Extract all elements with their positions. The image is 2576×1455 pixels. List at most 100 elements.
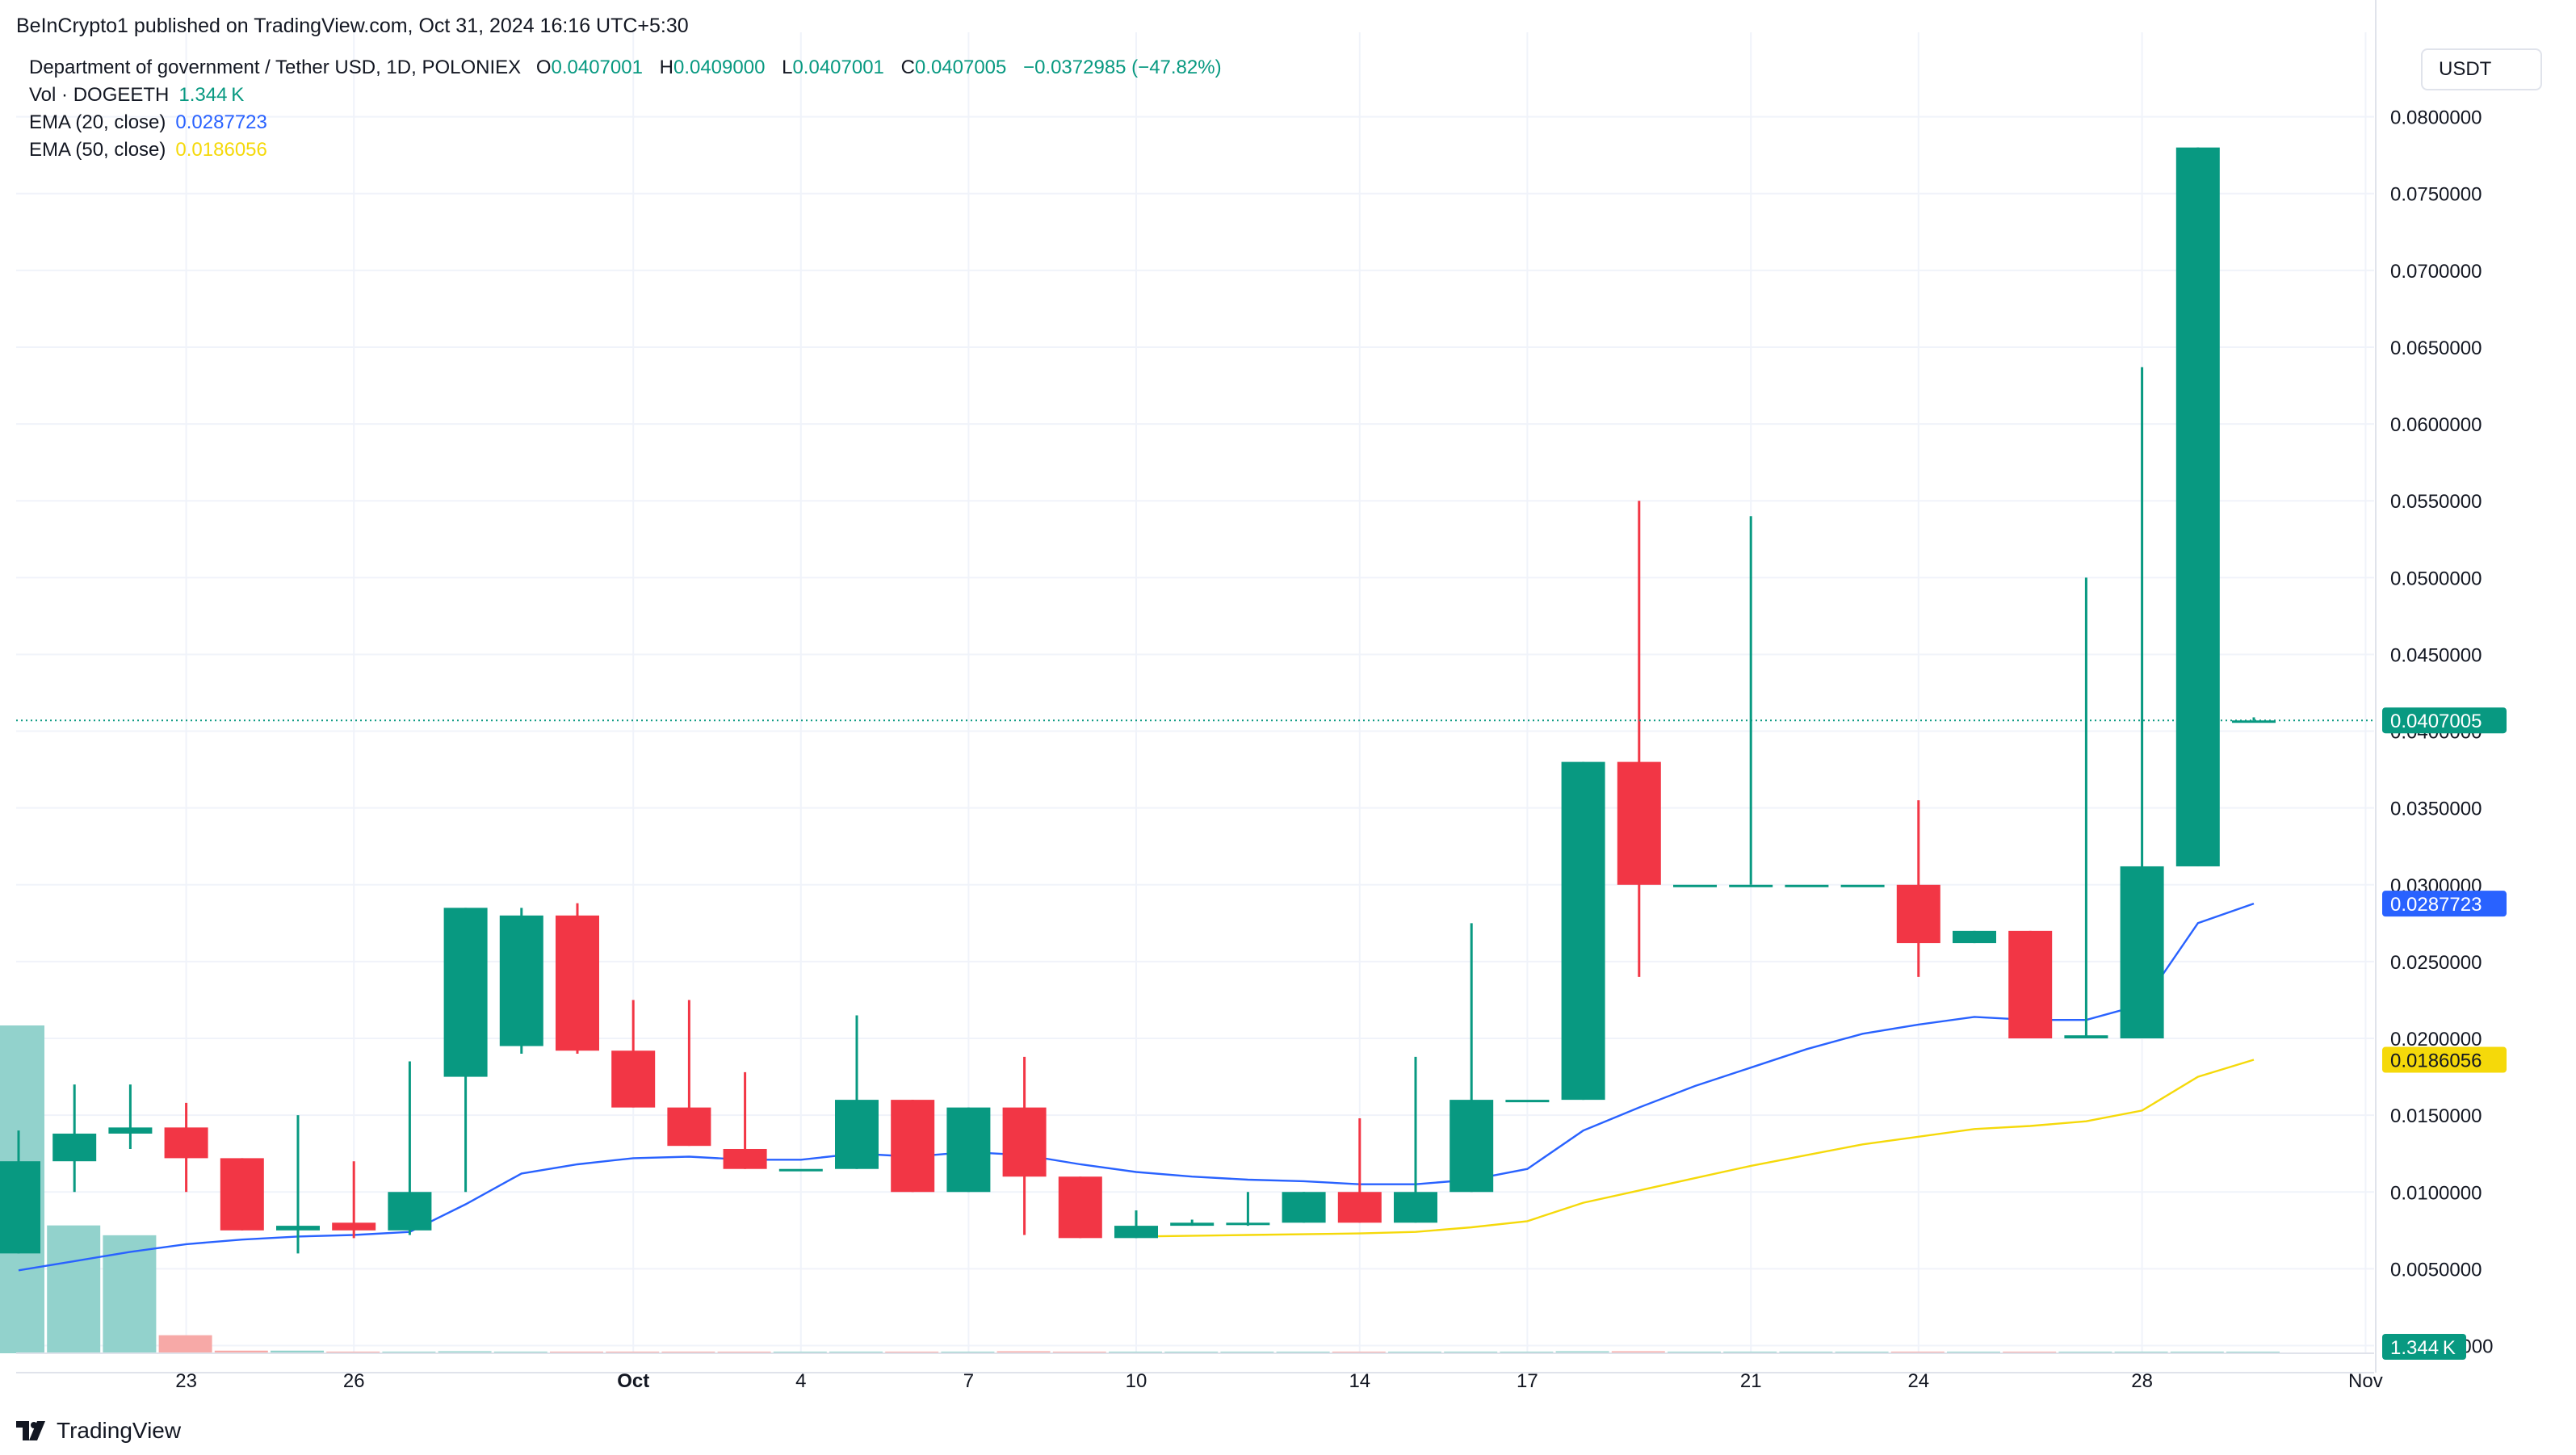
time-tick-label: Nov	[2348, 1370, 2383, 1392]
candle-body	[220, 1158, 264, 1231]
ema20-path	[18, 902, 2255, 1272]
candle-body	[1561, 761, 1605, 1101]
candle-body	[1505, 1100, 1550, 1103]
volume-bar	[214, 1350, 268, 1353]
time-tick-label: 28	[2131, 1370, 2153, 1392]
ema20-legend: EMA (20, close) 0.0287723	[29, 111, 277, 134]
candle-body	[443, 908, 488, 1077]
time-tick-label: 23	[175, 1370, 197, 1392]
last-price-badge: 0.0407005	[2382, 707, 2507, 734]
candle-body	[2120, 866, 2164, 1039]
candle-body	[1896, 884, 1940, 944]
time-tick-label: 7	[963, 1370, 974, 1392]
volume-bar	[2170, 1351, 2224, 1353]
price-tick-label: 0.0650000	[2390, 338, 2482, 359]
candle-body	[1617, 761, 1661, 885]
currency-button[interactable]: USDT	[2421, 48, 2542, 90]
volume-bar	[1555, 1351, 1609, 1353]
candle-body	[1282, 1192, 1326, 1223]
candlesticks	[0, 147, 2276, 1254]
price-tick-label: 0.0700000	[2390, 261, 2482, 283]
volume-bar	[271, 1350, 324, 1353]
candle-body	[1002, 1107, 1047, 1177]
price-tick-label: 0.0450000	[2390, 644, 2482, 666]
candle-body	[1170, 1222, 1215, 1226]
candle-body	[556, 915, 599, 1051]
ema20-badge-text: 0.0287723	[2390, 894, 2482, 916]
price-tick-label: 0.0050000	[2390, 1259, 2482, 1281]
candle-body	[611, 1050, 656, 1108]
ema50-legend-value: 0.0186056	[175, 139, 267, 161]
candle-body	[1673, 884, 1717, 887]
candle-body	[946, 1107, 991, 1193]
volume-bar	[2114, 1351, 2168, 1353]
candle-body	[1226, 1222, 1270, 1226]
candle-body	[2008, 930, 2053, 1039]
ohlc-high-value: 0.0409000	[673, 57, 766, 78]
tradingview-brand[interactable]: TradingView	[16, 1415, 181, 1447]
candle-body	[1840, 884, 1885, 887]
candle-body	[1058, 1176, 1102, 1239]
volume-bar	[438, 1351, 492, 1353]
time-tick-label: 14	[1349, 1370, 1370, 1392]
candle-body	[2175, 147, 2220, 866]
candle-body	[52, 1133, 97, 1162]
volume-bar	[1890, 1351, 1945, 1353]
chart-grid	[16, 32, 2374, 1353]
ohlc-change: −0.0372985 (−47.82%)	[1023, 57, 1222, 78]
ema50-badge-bg	[2382, 1046, 2507, 1073]
volume-badge-text: 1.344 K	[2390, 1337, 2456, 1359]
candle-body	[1953, 930, 1996, 944]
volume-bar	[158, 1335, 212, 1353]
price-tick-label: 0.0200000	[2390, 1029, 2482, 1050]
volume-bar	[996, 1351, 1051, 1353]
price-tick-label: 0.0100000	[2390, 1182, 2482, 1204]
candle-body	[1450, 1100, 1494, 1193]
candle-body	[2232, 720, 2276, 723]
price-tick-label: 0.0550000	[2390, 491, 2482, 513]
candle-body	[332, 1222, 376, 1231]
candle-body	[164, 1127, 208, 1159]
volume-legend: Vol · DOGEETH 1.344 K	[29, 84, 254, 107]
price-tick-label: 0.0800000	[2390, 107, 2482, 129]
ema20-line	[18, 902, 2255, 1272]
time-tick-label: 4	[795, 1370, 806, 1392]
time-tick-label: 10	[1126, 1370, 1147, 1392]
volume-bar	[661, 1351, 715, 1353]
time-tick-label: 17	[1517, 1370, 1538, 1392]
ema50-badge: 0.0186056	[2382, 1046, 2507, 1073]
price-tick-label: 0.0250000	[2390, 952, 2482, 974]
volume-bar	[1723, 1351, 1777, 1353]
candle-body	[2064, 1035, 2108, 1039]
ohlc-open-label: O	[535, 57, 552, 78]
time-tick-label: 26	[343, 1370, 365, 1392]
candle-body	[1337, 1192, 1382, 1223]
ema50-line	[1135, 1059, 2255, 1238]
candle-body	[1729, 884, 1773, 887]
candle-body	[1785, 884, 1829, 887]
ema20-badge-bg	[2382, 891, 2507, 917]
candle-body	[723, 1148, 767, 1169]
time-tick-label: Oct	[617, 1370, 649, 1392]
symbol-title: Department of government / Tether USD, 1…	[29, 57, 522, 78]
candle-body	[891, 1100, 935, 1193]
price-tick-label: 0.0150000	[2390, 1105, 2482, 1127]
last-price-badge-bg	[2382, 707, 2507, 734]
volume-bar	[550, 1351, 603, 1353]
volume-bar	[493, 1351, 548, 1353]
ohlc-low-value: 0.0407001	[792, 57, 884, 78]
candle-body	[778, 1168, 823, 1172]
published-caption: BeInCrypto1 published on TradingView.com…	[16, 15, 689, 37]
volume-bar	[47, 1225, 101, 1353]
ema50-legend: EMA (50, close) 0.0186056	[29, 139, 277, 161]
candle-body	[835, 1100, 879, 1169]
ema20-badge: 0.0287723	[2382, 891, 2507, 917]
candle-body	[108, 1127, 153, 1134]
volume-badge-bg	[2382, 1334, 2466, 1360]
candle-body	[667, 1107, 711, 1147]
ema50-badge-text: 0.0186056	[2390, 1050, 2482, 1072]
ohlc-low-label: L	[782, 57, 793, 78]
ohlc-close-value: 0.0407005	[914, 57, 1007, 78]
volume-bar	[606, 1351, 660, 1353]
